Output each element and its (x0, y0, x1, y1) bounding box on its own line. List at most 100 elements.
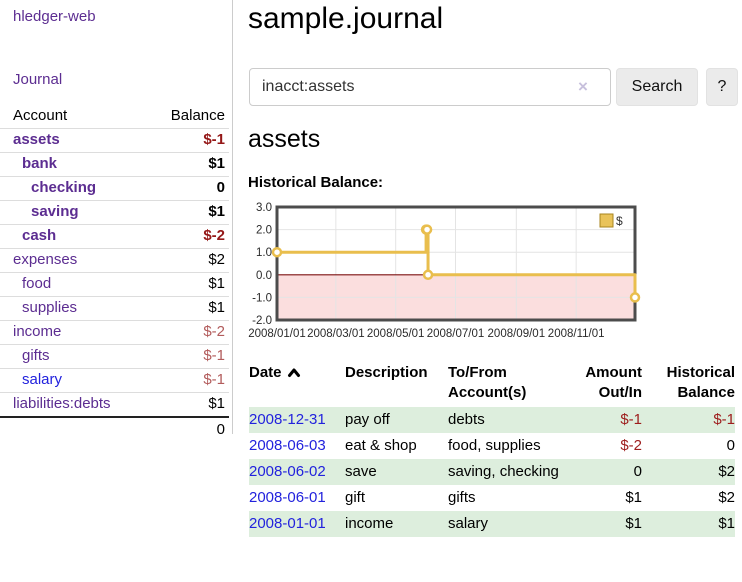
svg-text:2008/01/01: 2008/01/01 (248, 328, 306, 340)
accounts-table: Account Balance assets $-1 bank $1 checking 0… (0, 105, 229, 442)
account-row: income $-2 (0, 320, 229, 345)
svg-text:2008/03/01: 2008/03/01 (307, 328, 365, 340)
sidebar-account-link[interactable]: income (13, 323, 62, 340)
sidebar-account-link[interactable]: cash (22, 227, 57, 244)
transaction-date-link[interactable]: 2008-06-02 (249, 463, 326, 480)
account-balance: $1 (150, 272, 229, 297)
svg-text:$: $ (616, 214, 623, 228)
transaction-accounts: gifts (448, 489, 476, 506)
transaction-accounts: salary (448, 511, 576, 537)
svg-text:2008/11/01: 2008/11/01 (548, 328, 605, 340)
transaction-accounts: saving, checking (448, 459, 576, 485)
transaction-description: pay off (345, 407, 448, 433)
transaction-description: gift (345, 489, 366, 506)
account-row: expenses $2 (0, 248, 229, 273)
transaction-amount: $-1 (576, 407, 642, 433)
transaction-accounts: debts (448, 407, 576, 433)
transaction-balance: 0 (726, 437, 735, 454)
app-title-link[interactable]: hledger-web (13, 8, 96, 25)
transaction-accounts: food, supplies (448, 437, 541, 454)
chart-title: Historical Balance: (248, 174, 384, 191)
account-row: bank $1 (0, 152, 229, 177)
account-row: cash $-2 (0, 224, 229, 249)
transactions-table: Date Description To/From Account(s) Amou… (249, 361, 735, 537)
sidebar-account-link[interactable]: assets (13, 131, 60, 148)
account-row: liabilities:debts $1 (0, 392, 229, 418)
column-header-accounts: To/From Account(s) (448, 364, 527, 401)
sidebar-account-link[interactable]: checking (31, 179, 97, 196)
accounts-header-account: Account (0, 105, 150, 129)
account-row: supplies $1 (0, 296, 229, 321)
transaction-description: eat & shop (345, 437, 417, 454)
transaction-date-link[interactable]: 2008-06-03 (249, 437, 326, 454)
svg-text:2008/05/01: 2008/05/01 (367, 328, 425, 340)
account-balance: $1 (150, 200, 229, 225)
account-balance: $-2 (150, 320, 229, 345)
transaction-balance: $-1 (642, 407, 735, 433)
transaction-description: save (345, 459, 448, 485)
account-balance: $1 (150, 392, 229, 418)
sidebar-account-link[interactable]: liabilities:debts (13, 395, 111, 412)
transaction-balance: $2 (718, 489, 735, 506)
sidebar-account-link[interactable]: saving (31, 203, 79, 220)
sidebar-item-journal[interactable]: Journal (13, 71, 63, 88)
account-balance: $1 (150, 296, 229, 321)
accounts-header-balance: Balance (150, 105, 229, 129)
transaction-date-link[interactable]: 2008-01-01 (249, 515, 326, 532)
accounts-total-row: 0 (0, 416, 229, 442)
svg-text:3.0: 3.0 (256, 202, 272, 214)
column-header-description: Description (345, 364, 428, 381)
account-row: assets $-1 (0, 128, 229, 153)
sidebar-account-link[interactable]: salary (22, 371, 63, 388)
transaction-date-link[interactable]: 2008-06-01 (249, 489, 326, 506)
svg-text:1.0: 1.0 (256, 247, 272, 259)
transaction-balance: $2 (642, 459, 735, 485)
account-row: gifts $-1 (0, 344, 229, 369)
account-balance: $2 (150, 248, 229, 273)
transaction-date-link[interactable]: 2008-12-31 (249, 411, 326, 428)
column-header-date[interactable]: Date (249, 361, 345, 407)
column-header-balance: Historical Balance (666, 364, 735, 401)
transaction-row: 2008-06-02 save saving, checking 0 $2 (249, 459, 735, 485)
clear-search-icon[interactable]: × (578, 77, 588, 96)
transaction-amount: $1 (576, 511, 642, 537)
svg-text:-2.0: -2.0 (252, 315, 272, 327)
sidebar-divider (232, 0, 233, 434)
svg-text:-1.0: -1.0 (252, 292, 272, 304)
account-balance: $-1 (150, 368, 229, 393)
transaction-row: 2008-01-01 income salary $1 $1 (249, 511, 735, 537)
svg-text:2008/07/01: 2008/07/01 (427, 328, 485, 340)
svg-text:0.0: 0.0 (256, 270, 272, 282)
sidebar-account-link[interactable]: bank (22, 155, 58, 172)
transaction-row: 2008-06-03 eat & shop food, supplies $-2 0 (249, 433, 735, 459)
account-balance: 0 (150, 176, 229, 201)
transaction-row: 2008-12-31 pay off debts $-1 $-1 (249, 407, 735, 433)
sidebar-account-link[interactable]: food (22, 275, 52, 292)
transaction-amount: $-2 (620, 437, 642, 454)
column-header-amount: Amount Out/In (585, 364, 642, 401)
transaction-description: income (345, 511, 448, 537)
accounts-total-value: 0 (150, 416, 229, 442)
account-balance: $-2 (150, 224, 229, 249)
search-input[interactable] (249, 68, 611, 106)
transaction-balance: $1 (642, 511, 735, 537)
search-button[interactable]: Search (616, 68, 698, 106)
account-heading: assets (248, 125, 321, 153)
account-balance: $-1 (150, 344, 229, 369)
help-button[interactable]: ? (706, 68, 738, 106)
account-row: checking 0 (0, 176, 229, 201)
sidebar-account-link[interactable]: gifts (22, 347, 50, 364)
sidebar-account-link[interactable]: expenses (13, 251, 78, 268)
transaction-amount: 0 (576, 459, 642, 485)
account-balance: $-1 (150, 128, 229, 153)
account-balance: $1 (150, 152, 229, 177)
sidebar-account-link[interactable]: supplies (22, 299, 78, 316)
transaction-row: 2008-06-01 gift gifts $1 $2 (249, 485, 735, 511)
page-title: sample.journal (248, 2, 444, 35)
account-row: salary $-1 (0, 368, 229, 393)
transaction-amount: $1 (625, 489, 642, 506)
accounts-table-body: assets $-1 bank $1 checking 0 saving $1 cash $-2 e… (0, 128, 229, 418)
svg-text:2.0: 2.0 (256, 225, 272, 237)
transactions-table-body: 2008-12-31 pay off debts $-1 $-1 2008-06-03 ea… (249, 407, 735, 537)
